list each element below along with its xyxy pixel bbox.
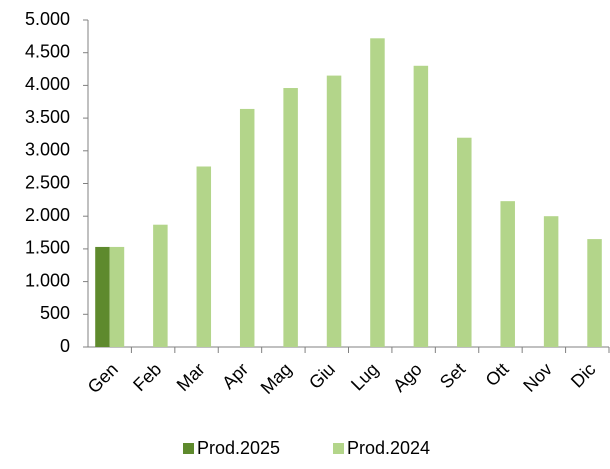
y-tick-label: 500 bbox=[40, 303, 70, 323]
bar bbox=[457, 137, 472, 347]
y-tick-label: 5.000 bbox=[25, 9, 70, 29]
x-tick-label: Ott bbox=[482, 359, 513, 390]
bar bbox=[326, 75, 342, 347]
bar bbox=[587, 239, 602, 347]
x-tick-label: Mag bbox=[257, 359, 296, 398]
legend-swatch bbox=[333, 443, 344, 454]
x-tick-label: Ago bbox=[389, 359, 426, 396]
bar bbox=[370, 38, 385, 347]
y-tick-label: 1.000 bbox=[25, 270, 70, 290]
x-tick-label: Apr bbox=[218, 359, 252, 393]
y-tick-label: 4.500 bbox=[25, 41, 70, 61]
bar bbox=[239, 108, 255, 347]
y-tick-label: 1.500 bbox=[25, 238, 70, 258]
y-tick-label: 4.000 bbox=[25, 74, 70, 94]
x-tick-label: Feb bbox=[129, 359, 165, 395]
bar bbox=[109, 246, 125, 347]
x-tick-label: Dic bbox=[567, 359, 600, 392]
x-tick-label: Gen bbox=[84, 359, 122, 397]
y-tick-label: 2.500 bbox=[25, 172, 70, 192]
x-tick-label: Giu bbox=[305, 359, 339, 393]
legend-label: Prod.2025 bbox=[197, 438, 280, 458]
bar bbox=[153, 224, 168, 347]
y-tick-label: 3.500 bbox=[25, 107, 70, 127]
bar bbox=[413, 65, 429, 347]
bar bbox=[283, 88, 298, 348]
x-tick-label: Set bbox=[436, 359, 469, 392]
y-tick-label: 0 bbox=[60, 336, 70, 356]
bar bbox=[196, 166, 212, 347]
bar bbox=[500, 201, 515, 347]
x-tick-label: Lug bbox=[347, 359, 382, 394]
x-tick-label: Nov bbox=[519, 359, 556, 396]
y-tick-label: 2.000 bbox=[25, 205, 70, 225]
y-tick-label: 3.000 bbox=[25, 140, 70, 160]
x-tick-label: Mar bbox=[173, 359, 209, 395]
bar bbox=[95, 246, 110, 347]
legend-swatch bbox=[183, 443, 194, 454]
legend-label: Prod.2024 bbox=[347, 438, 430, 458]
bar bbox=[543, 216, 559, 347]
